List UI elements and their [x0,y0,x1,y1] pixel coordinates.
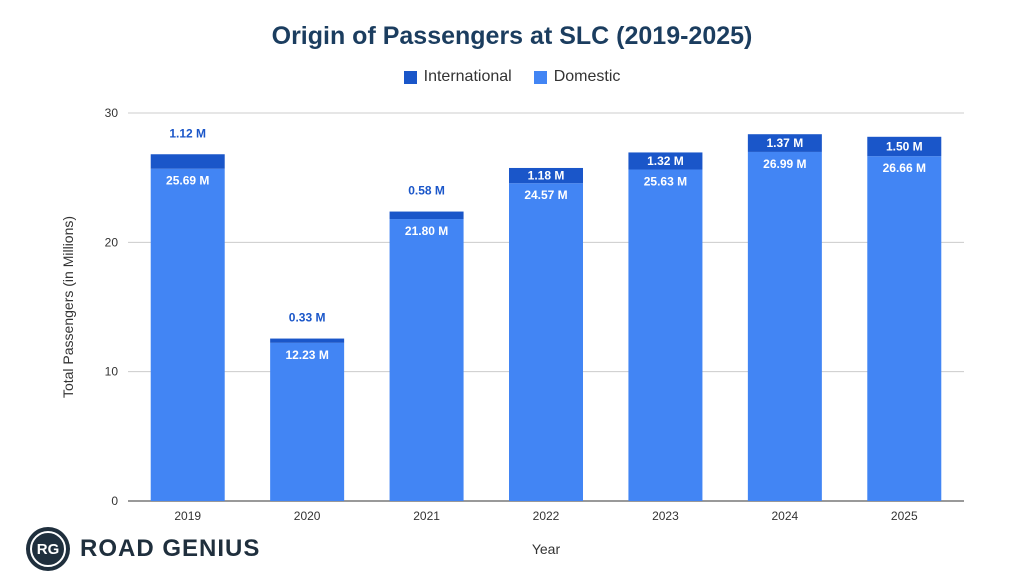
data-label-domestic: 12.23 M [285,348,328,362]
data-label-international: 1.18 M [528,169,565,183]
legend-entry-international[interactable]: International [403,68,512,86]
x-axis-title: Year [532,541,561,557]
bar-domestic [270,342,345,501]
bar-international [628,152,703,170]
bar-domestic [747,151,822,502]
bar-international [509,167,583,184]
data-label-domestic: 25.63 M [644,175,687,189]
x-tick-label: 2020 [294,509,321,523]
bar-international [150,154,225,169]
y-tick-label: 30 [105,106,119,120]
data-label-domestic: 25.69 M [166,174,209,188]
logo-badge: RG [26,527,70,571]
data-label-international: 0.58 M [408,184,445,198]
x-tick-label: 2023 [652,509,679,523]
y-tick-label: 10 [105,365,119,379]
x-tick-label: 2024 [772,509,799,523]
data-label-international: 1.37 M [767,136,804,150]
x-tick-label: 2022 [533,509,560,523]
data-label-domestic: 24.57 M [524,188,567,202]
data-label-domestic: 26.99 M [763,157,806,171]
bar-domestic [509,183,583,501]
y-tick-label: 0 [111,494,118,508]
data-label-domestic: 21.80 M [405,224,448,238]
bar-international [270,338,345,343]
chart-legend: International Domestic [0,68,1024,86]
bar-domestic [628,169,703,501]
legend-entry-domestic[interactable]: Domestic [533,68,621,86]
bar-domestic [150,168,225,501]
x-tick-label: 2019 [174,509,201,523]
data-label-international: 1.32 M [647,154,684,168]
y-axis-title: Total Passengers (in Millions) [60,216,76,398]
data-label-international: 1.50 M [886,139,923,153]
road-genius-logo: RG ROAD GENIUS [26,527,260,571]
data-label-international: 0.33 M [289,311,326,325]
x-tick-label: 2021 [413,509,440,523]
legend-swatch-domestic [533,70,547,84]
x-tick-label: 2025 [891,509,918,523]
legend-swatch-international [403,70,417,84]
bar-international [747,134,822,152]
bar-domestic [389,219,464,501]
logo-badge-text: RG [30,531,66,567]
y-tick-label: 20 [105,235,119,249]
legend-label-domestic: Domestic [553,68,621,85]
bar-domestic [867,156,942,501]
data-label-domestic: 26.66 M [883,161,926,175]
bar-international [389,211,464,220]
legend-label-international: International [423,68,512,85]
chart-title: Origin of Passengers at SLC (2019-2025) [271,22,753,50]
logo-text: ROAD GENIUS [80,535,261,562]
data-label-international: 1.12 M [169,126,206,140]
bar-international [867,136,942,157]
